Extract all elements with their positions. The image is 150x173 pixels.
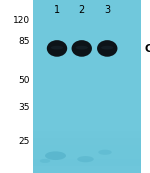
Ellipse shape — [97, 40, 117, 57]
Text: 25: 25 — [19, 137, 30, 146]
Ellipse shape — [98, 150, 112, 155]
Ellipse shape — [101, 46, 113, 49]
Text: 3: 3 — [104, 5, 110, 15]
Text: 2: 2 — [79, 5, 85, 15]
Bar — [33, 159, 141, 173]
Bar — [33, 0, 141, 173]
Text: 50: 50 — [18, 76, 30, 85]
Text: 35: 35 — [18, 103, 30, 112]
Ellipse shape — [40, 159, 50, 163]
Ellipse shape — [47, 40, 67, 57]
Text: 120: 120 — [13, 16, 30, 25]
Ellipse shape — [72, 40, 92, 57]
Ellipse shape — [51, 46, 63, 49]
Text: 1: 1 — [54, 5, 60, 15]
Bar — [33, 138, 141, 152]
Ellipse shape — [77, 156, 94, 162]
Bar — [33, 145, 141, 159]
Text: 85: 85 — [18, 37, 30, 46]
Bar — [33, 152, 141, 166]
Ellipse shape — [45, 151, 66, 160]
Text: CHML: CHML — [145, 44, 150, 54]
Bar — [33, 131, 141, 145]
Ellipse shape — [76, 46, 88, 49]
